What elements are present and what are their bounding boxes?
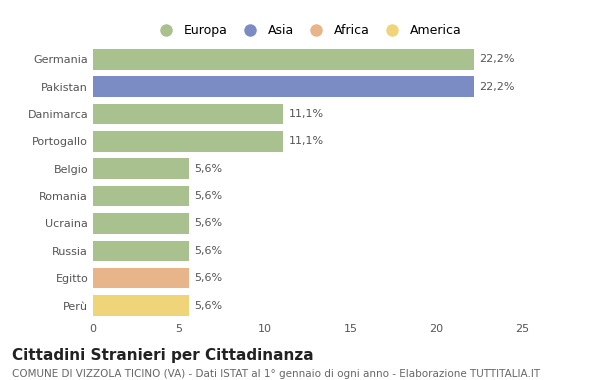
Legend: Europa, Asia, Africa, America: Europa, Asia, Africa, America	[149, 19, 466, 42]
Text: COMUNE DI VIZZOLA TICINO (VA) - Dati ISTAT al 1° gennaio di ogni anno - Elaboraz: COMUNE DI VIZZOLA TICINO (VA) - Dati IST…	[12, 369, 540, 379]
Text: 22,2%: 22,2%	[479, 82, 515, 92]
Bar	[93, 241, 189, 261]
Text: Cittadini Stranieri per Cittadinanza: Cittadini Stranieri per Cittadinanza	[12, 348, 314, 363]
Text: 5,6%: 5,6%	[194, 273, 223, 283]
Text: 5,6%: 5,6%	[194, 164, 223, 174]
Bar	[93, 104, 283, 124]
Text: 5,6%: 5,6%	[194, 246, 223, 256]
Text: 5,6%: 5,6%	[194, 301, 223, 310]
Bar	[93, 213, 189, 234]
Bar	[93, 295, 189, 316]
Text: 11,1%: 11,1%	[289, 109, 324, 119]
Text: 5,6%: 5,6%	[194, 218, 223, 228]
Bar	[93, 49, 474, 70]
Bar	[93, 268, 189, 288]
Bar	[93, 76, 474, 97]
Text: 5,6%: 5,6%	[194, 191, 223, 201]
Text: 22,2%: 22,2%	[479, 54, 515, 64]
Text: 11,1%: 11,1%	[289, 136, 324, 146]
Bar	[93, 131, 283, 152]
Bar	[93, 158, 189, 179]
Bar	[93, 186, 189, 206]
